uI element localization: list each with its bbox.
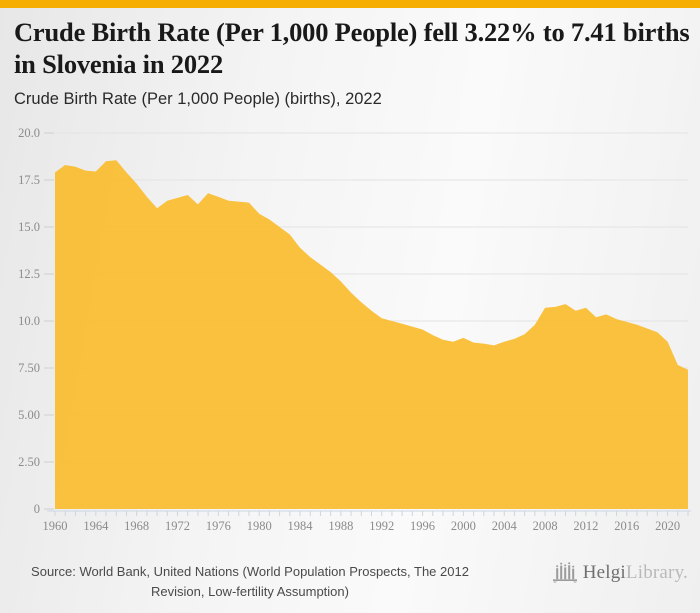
x-axis-tick-label: 1976 [206, 519, 231, 533]
skyline-bars-icon [552, 562, 577, 583]
x-axis-tick-label: 1968 [124, 519, 149, 533]
y-axis-tick-label: 17.5 [18, 173, 40, 187]
chart-header: Crude Birth Rate (Per 1,000 People) fell… [14, 16, 690, 109]
x-axis: 1960 1964 1968 1972 1976 1980 1984 1988 1992 1996… [43, 510, 691, 533]
x-axis-tick-label: 2008 [533, 519, 558, 533]
chart-area: 0 2.50 5.00 7.50 10.0 12.5 15.0 17.5 20.0 1960 196… [0, 120, 700, 545]
y-axis-tick-label: 15.0 [18, 220, 40, 234]
x-axis-tick-label: 1972 [165, 519, 190, 533]
x-axis-tick-label: 1988 [328, 519, 353, 533]
y-axis-tick-label: 12.5 [18, 267, 40, 281]
x-axis-tick-label: 1980 [247, 519, 272, 533]
page-title: Crude Birth Rate (Per 1,000 People) fell… [14, 17, 690, 79]
y-axis-tick-label: 2.50 [18, 455, 40, 469]
y-axis-tick-label: 20.0 [18, 126, 40, 140]
x-axis-tick-label: 2016 [614, 519, 639, 533]
y-axis-tick-label: 5.00 [18, 408, 40, 422]
x-axis-tick-label: 2020 [655, 519, 680, 533]
birth-rate-area-series [55, 160, 688, 510]
x-axis-tick-label: 1984 [288, 519, 314, 533]
y-axis-tick-label: 7.50 [18, 361, 40, 375]
x-axis-tick-label: 2004 [492, 519, 518, 533]
page-subtitle: Crude Birth Rate (Per 1,000 People) (bir… [14, 90, 382, 108]
brand-name-secondary: Library. [625, 562, 688, 583]
y-axis-tick-label: 0 [34, 502, 40, 516]
source-note: Source: World Bank, United Nations (Worl… [31, 564, 469, 599]
x-axis-tick-label: 2000 [451, 519, 476, 533]
x-axis-tick-label: 1996 [410, 519, 435, 533]
x-axis-tick-label: 1992 [369, 519, 394, 533]
y-axis-tick-label: 10.0 [18, 314, 40, 328]
x-axis-tick-label: 1960 [43, 519, 68, 533]
x-axis-tick-label: 1964 [83, 519, 109, 533]
brand-name-primary: Helgi [582, 562, 626, 583]
accent-top-bar [0, 0, 700, 8]
brand-logo: HelgiLibrary. [552, 560, 688, 586]
brand-name: HelgiLibrary. [583, 562, 688, 584]
x-axis-tick-label: 2012 [573, 519, 598, 533]
